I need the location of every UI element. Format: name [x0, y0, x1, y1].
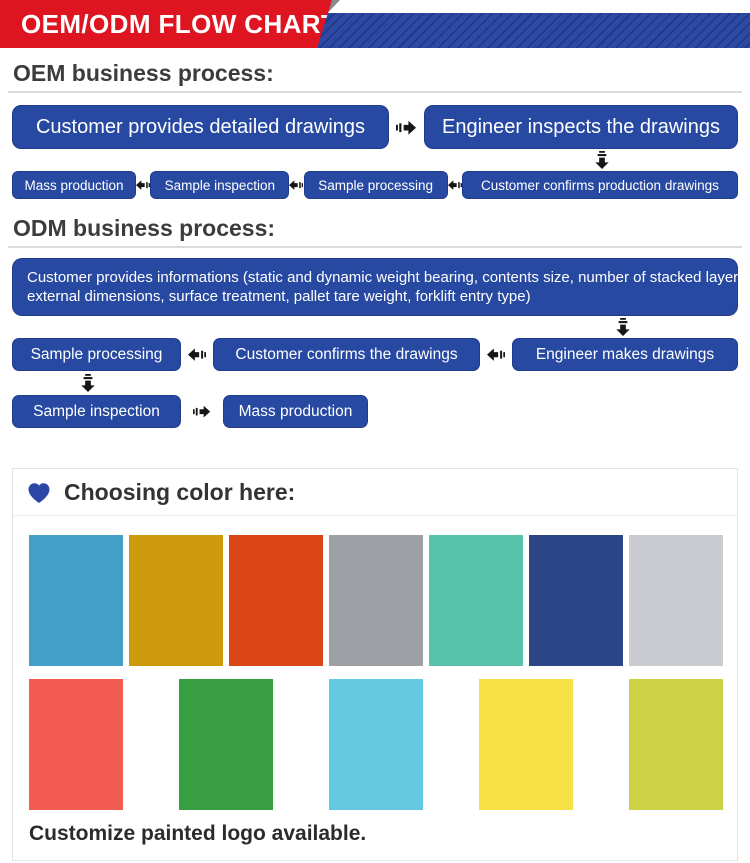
odm-info-box: Customer provides informations (static a…	[12, 258, 750, 316]
customize-logo-caption: Customize painted logo available.	[29, 822, 367, 845]
arrow-right-icon	[396, 119, 417, 136]
flow-box: Customer confirms the drawings	[213, 338, 480, 371]
color-swatch-teal	[429, 535, 523, 666]
odm-down-arrow-row-2	[12, 371, 738, 395]
arrow-left-icon	[289, 179, 304, 191]
flow-box: Sample inspection	[12, 395, 181, 428]
flow-box: Engineer makes drawings	[512, 338, 738, 371]
odm-down-arrow-row-1	[12, 316, 738, 338]
color-swatch-yellow	[479, 679, 573, 810]
banner: OEM/ODM FLOW CHART	[0, 0, 750, 48]
oem-flow-row-1: Customer provides detailed drawings Engi…	[12, 105, 738, 149]
choosing-color-section: Choosing color here: Customize painted l…	[12, 468, 738, 861]
color-swatch-gray	[329, 535, 423, 666]
flow-box: Engineer inspects the drawings	[424, 105, 738, 149]
arrow-down-icon	[615, 317, 631, 337]
banner-title: OEM/ODM FLOW CHART	[21, 8, 338, 39]
flow-box: Mass production	[223, 395, 368, 428]
banner-stripe-band	[296, 13, 750, 48]
arrow-down-icon	[80, 373, 96, 393]
flow-box: Sample inspection	[150, 171, 290, 199]
arrow-left-icon	[487, 347, 505, 362]
odm-heading: ODM business process:	[8, 215, 742, 248]
odm-info-line-1: Customer provides informations (static a…	[27, 269, 750, 286]
color-swatch-sky-blue	[329, 679, 423, 810]
arrow-left-icon	[188, 347, 206, 362]
oem-down-arrow-row	[12, 149, 738, 171]
color-swatch-salmon-red	[29, 679, 123, 810]
arrow-left-icon	[447, 179, 462, 191]
flow-box: Sample processing	[303, 171, 448, 199]
choosing-color-header: Choosing color here:	[13, 469, 737, 516]
arrow-down-icon	[594, 150, 610, 170]
oem-heading: OEM business process:	[8, 60, 742, 93]
choosing-color-title: Choosing color here:	[64, 479, 296, 505]
odm-info-line-2: external dimensions, surface treatment, …	[27, 288, 531, 305]
odm-flow-row-2: Sample inspection Mass production	[12, 395, 738, 428]
flow-box: Customer confirms production drawings	[461, 171, 738, 199]
flow-box: Customer provides detailed drawings	[12, 105, 389, 149]
odm-process-section: ODM business process: Customer provides …	[0, 215, 750, 428]
odm-flow-row-1: Sample processing Customer confirms the …	[12, 338, 738, 371]
banner-ribbon: OEM/ODM FLOW CHART	[0, 0, 332, 48]
color-swatch-silver	[629, 535, 723, 666]
flow-box: Sample processing	[12, 338, 181, 371]
heart-icon	[27, 482, 51, 504]
color-swatch-goldenrod	[129, 535, 223, 666]
arrow-left-icon	[136, 179, 151, 191]
color-swatch-grid	[13, 516, 737, 810]
flow-box: Mass production	[12, 171, 136, 199]
color-swatch-orange-red	[229, 535, 323, 666]
arrow-right-icon	[193, 404, 211, 419]
color-swatch-green	[179, 679, 273, 810]
oem-process-section: OEM business process: Customer provides …	[0, 60, 750, 199]
color-swatch-navy-blue	[529, 535, 623, 666]
color-swatch-yellow-green	[629, 679, 723, 810]
oem-flow-row-2: Mass production Sample inspection Sample…	[12, 171, 738, 199]
color-swatch-steel-blue	[29, 535, 123, 666]
